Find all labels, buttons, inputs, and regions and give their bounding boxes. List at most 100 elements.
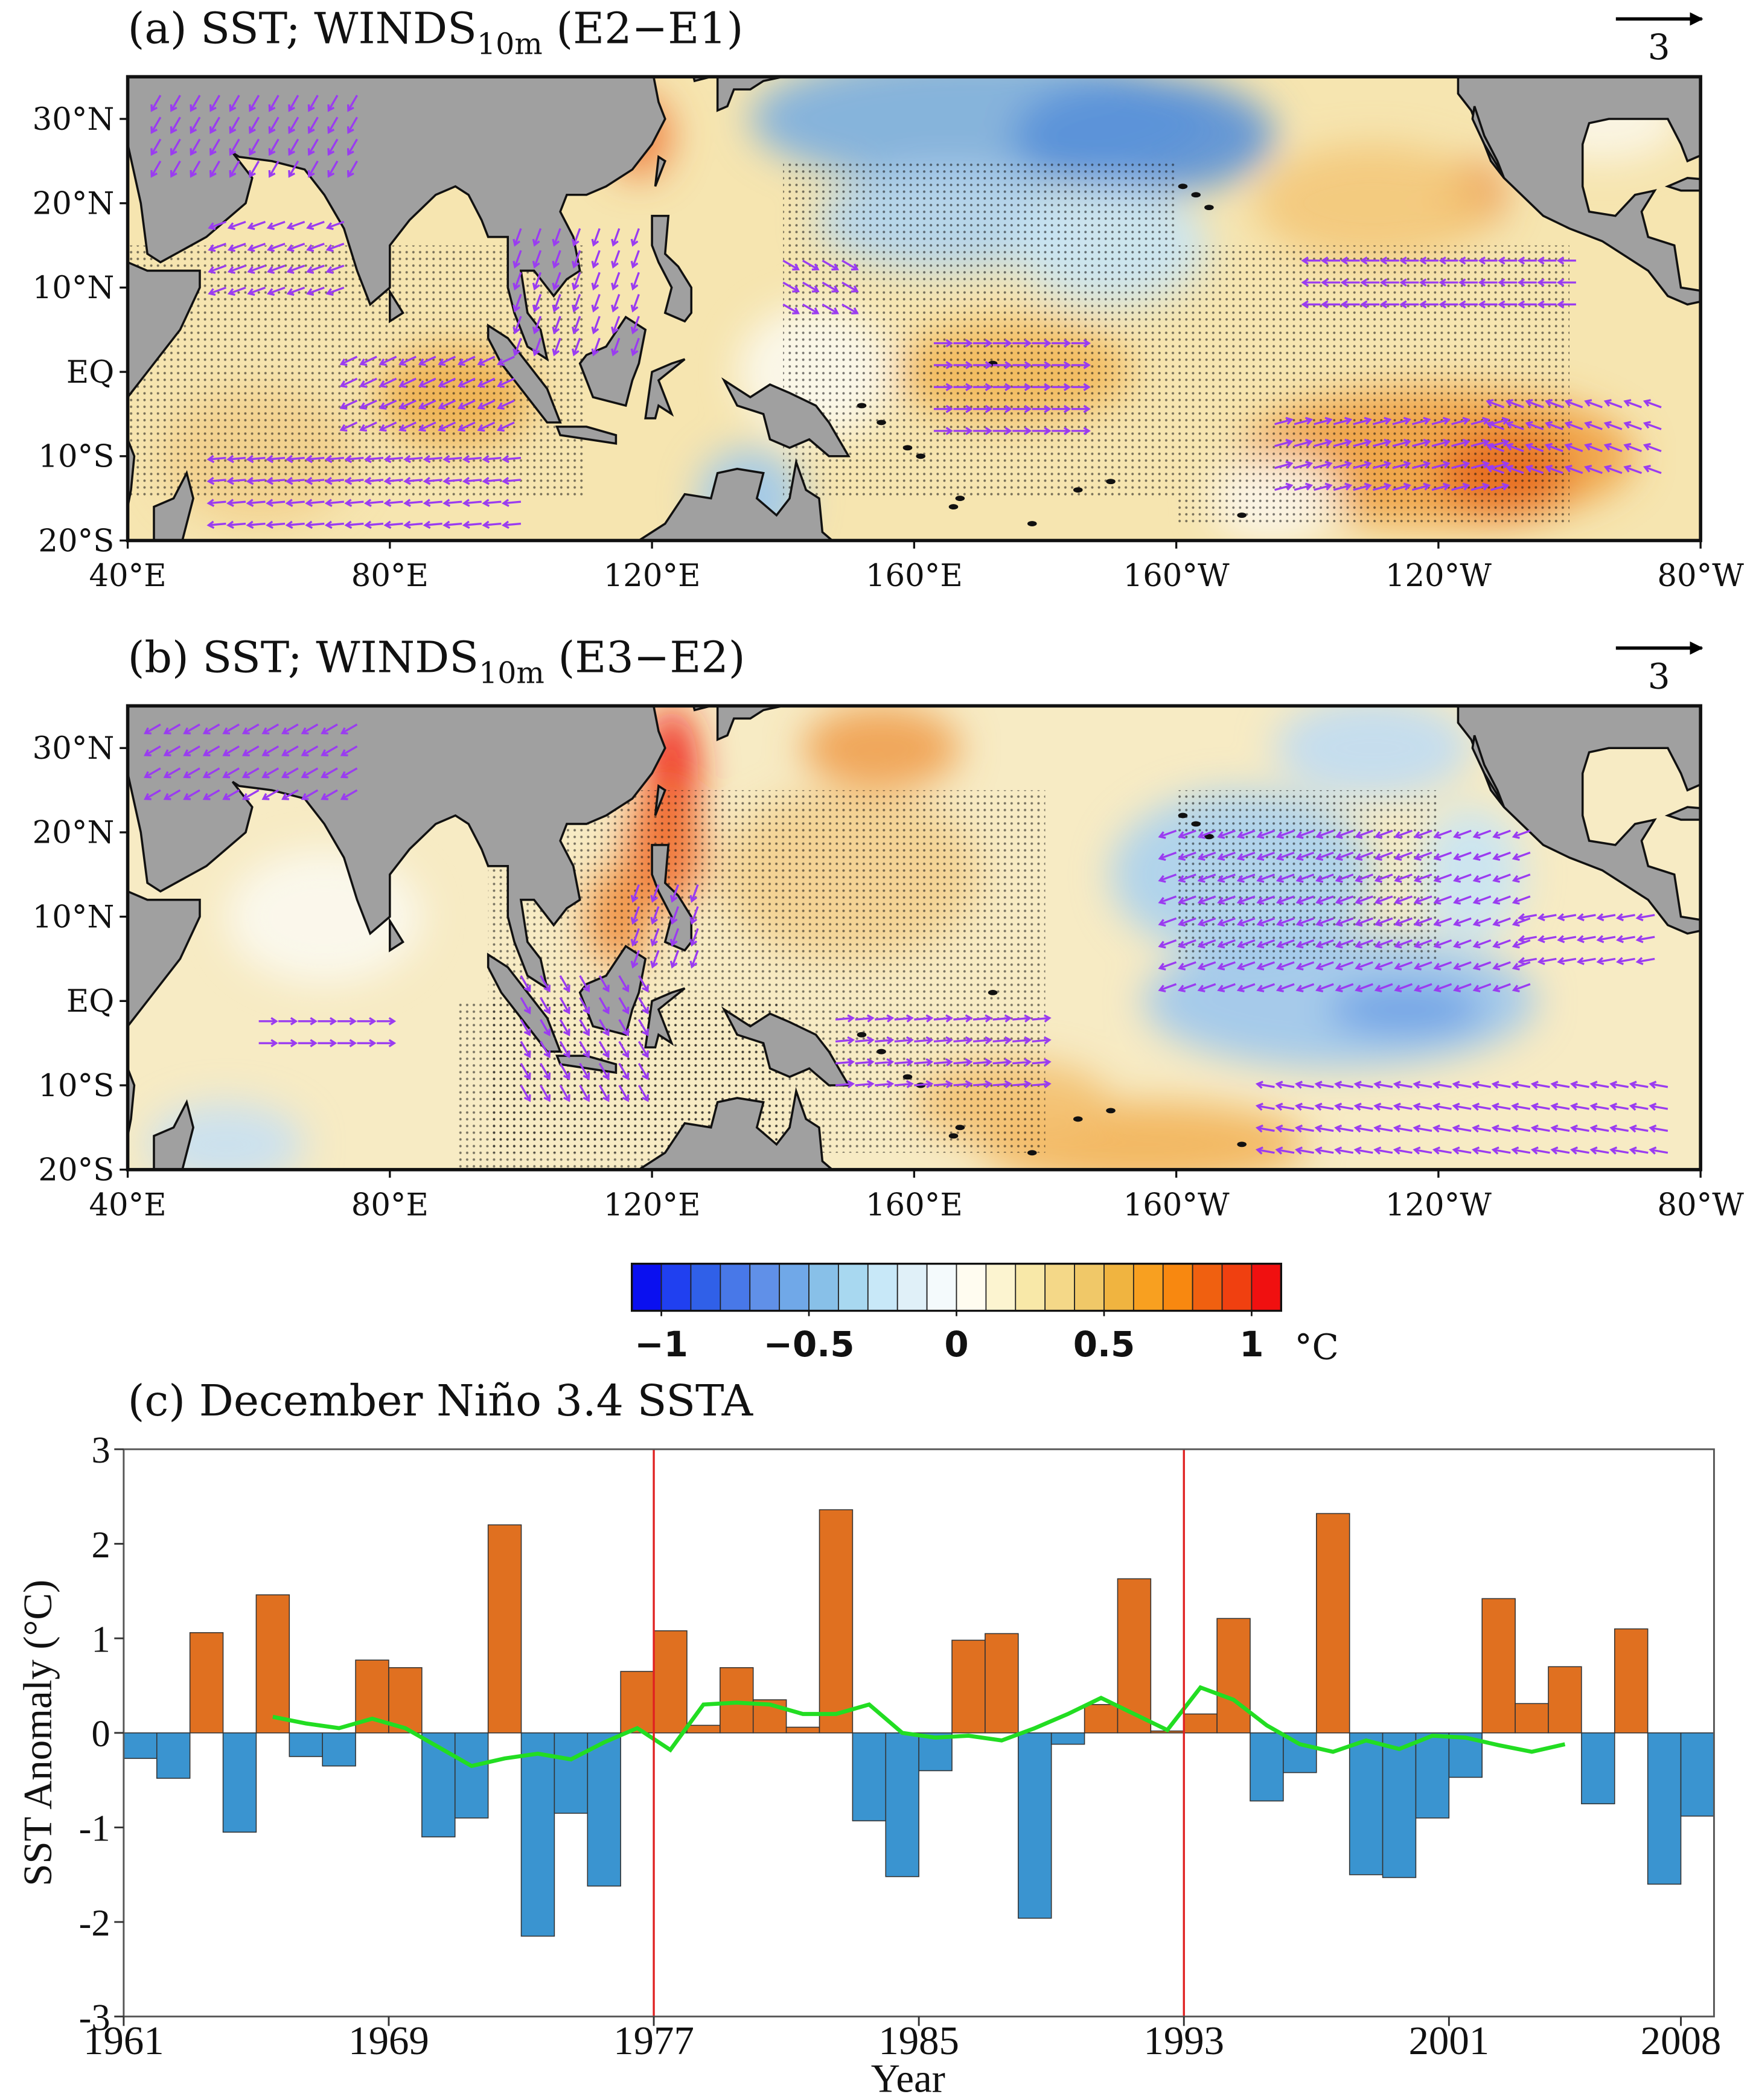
x-tick-label: 120°E: [604, 558, 701, 594]
running-mean-line: [272, 1685, 1566, 1769]
x-tick-label: 1969: [348, 2019, 429, 2063]
bar: [289, 1732, 323, 1757]
bar: [1216, 1618, 1251, 1734]
bar: [985, 1633, 1019, 1734]
y-tick-label: 10°S: [38, 1068, 114, 1104]
bar: [1415, 1732, 1450, 1819]
wind-arrows: [1255, 1080, 1668, 1155]
wind-arrows: [208, 220, 345, 296]
y-tick-label: -2: [79, 1902, 110, 1944]
sst-anomaly: [802, 706, 960, 791]
y-tick-label: 0: [91, 1713, 110, 1755]
wind-arrows: [782, 260, 859, 314]
wind-arrows: [520, 975, 649, 1102]
bar: [1084, 1704, 1119, 1734]
bar: [1382, 1732, 1417, 1878]
island: [955, 1125, 965, 1131]
x-tick-label: 160°W: [1123, 1187, 1230, 1223]
island: [1178, 812, 1188, 819]
land: [1664, 806, 1701, 821]
panel-title-subscript: 10m: [479, 656, 544, 691]
map-panel: [127, 77, 1701, 541]
y-tick-label: EQ: [66, 983, 114, 1020]
island: [1204, 205, 1214, 211]
island: [902, 445, 913, 451]
island: [948, 1133, 959, 1139]
bar: [1349, 1732, 1384, 1875]
land: [153, 1099, 194, 1170]
x-tick-label: 120°E: [604, 1187, 701, 1223]
colorbar-box: [749, 1263, 781, 1312]
land: [637, 1087, 834, 1170]
panel-title-text: (a) SST; WINDS: [128, 3, 477, 53]
wind-arrows: [258, 1017, 397, 1047]
y-tick-label: -1: [79, 1808, 110, 1849]
x-tick-label: 80°W: [1657, 558, 1744, 594]
bar: [885, 1732, 919, 1877]
colorbar-box: [867, 1263, 898, 1312]
wind-arrows: [1158, 829, 1531, 993]
y-tick-label: 2: [91, 1524, 110, 1566]
island: [1027, 1150, 1037, 1156]
bar: [653, 1630, 688, 1734]
colorbar-box: [660, 1263, 692, 1312]
island: [902, 1074, 913, 1080]
land: [637, 458, 834, 541]
colorbar-box: [956, 1263, 987, 1312]
colorbar-box: [985, 1263, 1017, 1312]
colorbar-box: [926, 1263, 957, 1312]
island: [955, 496, 965, 502]
significance-stipple: [1176, 245, 1570, 524]
bar: [951, 1639, 986, 1734]
island: [1191, 821, 1201, 827]
bar: [686, 1725, 721, 1734]
bar: [1515, 1703, 1549, 1734]
x-tick-label: 2008: [1641, 2019, 1722, 2063]
x-tick-label: 1961: [83, 2019, 164, 2063]
bar: [1316, 1513, 1350, 1734]
land: [1471, 106, 1506, 179]
island: [1027, 521, 1037, 526]
bar: [1614, 1628, 1649, 1734]
island: [1106, 479, 1116, 485]
colorbar-tick-label: 0: [944, 1324, 968, 1365]
y-tick-label: 10°N: [33, 270, 115, 306]
land: [644, 987, 686, 1048]
panel-title-suffix: (E2−E1): [543, 3, 744, 53]
bar: [222, 1732, 257, 1833]
colorbar-tick-label: 1: [1239, 1324, 1263, 1365]
colorbar-box: [1044, 1263, 1075, 1312]
reference-arrow-label: 3: [1648, 27, 1670, 68]
island: [1073, 487, 1083, 493]
x-tick-label: 160°W: [1123, 558, 1230, 594]
island: [1073, 1116, 1083, 1122]
x-tick-label: 1977: [613, 2019, 694, 2063]
land: [578, 945, 647, 1036]
land: [389, 288, 404, 324]
wind-arrows: [206, 455, 522, 529]
land: [1457, 77, 1701, 306]
bar: [1680, 1732, 1715, 1817]
island: [1204, 834, 1214, 840]
island: [876, 420, 886, 426]
wind-arrows: [1486, 399, 1662, 474]
bar: [123, 1732, 158, 1759]
wind-arrows: [1518, 913, 1655, 965]
island: [1237, 512, 1247, 519]
x-tick-label: 1993: [1143, 2019, 1224, 2063]
colorbar-box: [1103, 1263, 1134, 1312]
land: [716, 77, 785, 112]
bar: [421, 1732, 456, 1837]
x-tick-label: 120°W: [1385, 1187, 1492, 1223]
y-tick-label: 20°N: [33, 186, 115, 222]
land: [721, 377, 851, 458]
bar: [1647, 1732, 1682, 1885]
x-tick-label: 40°E: [89, 558, 166, 594]
bar: [1018, 1732, 1052, 1919]
panel-title-suffix: (E3−E2): [544, 633, 746, 683]
panel-title-subscript: 10m: [477, 27, 543, 61]
y-tick-label: 10°S: [38, 439, 114, 475]
y-tick-label: 30°N: [33, 101, 115, 138]
bar: [1250, 1732, 1284, 1802]
